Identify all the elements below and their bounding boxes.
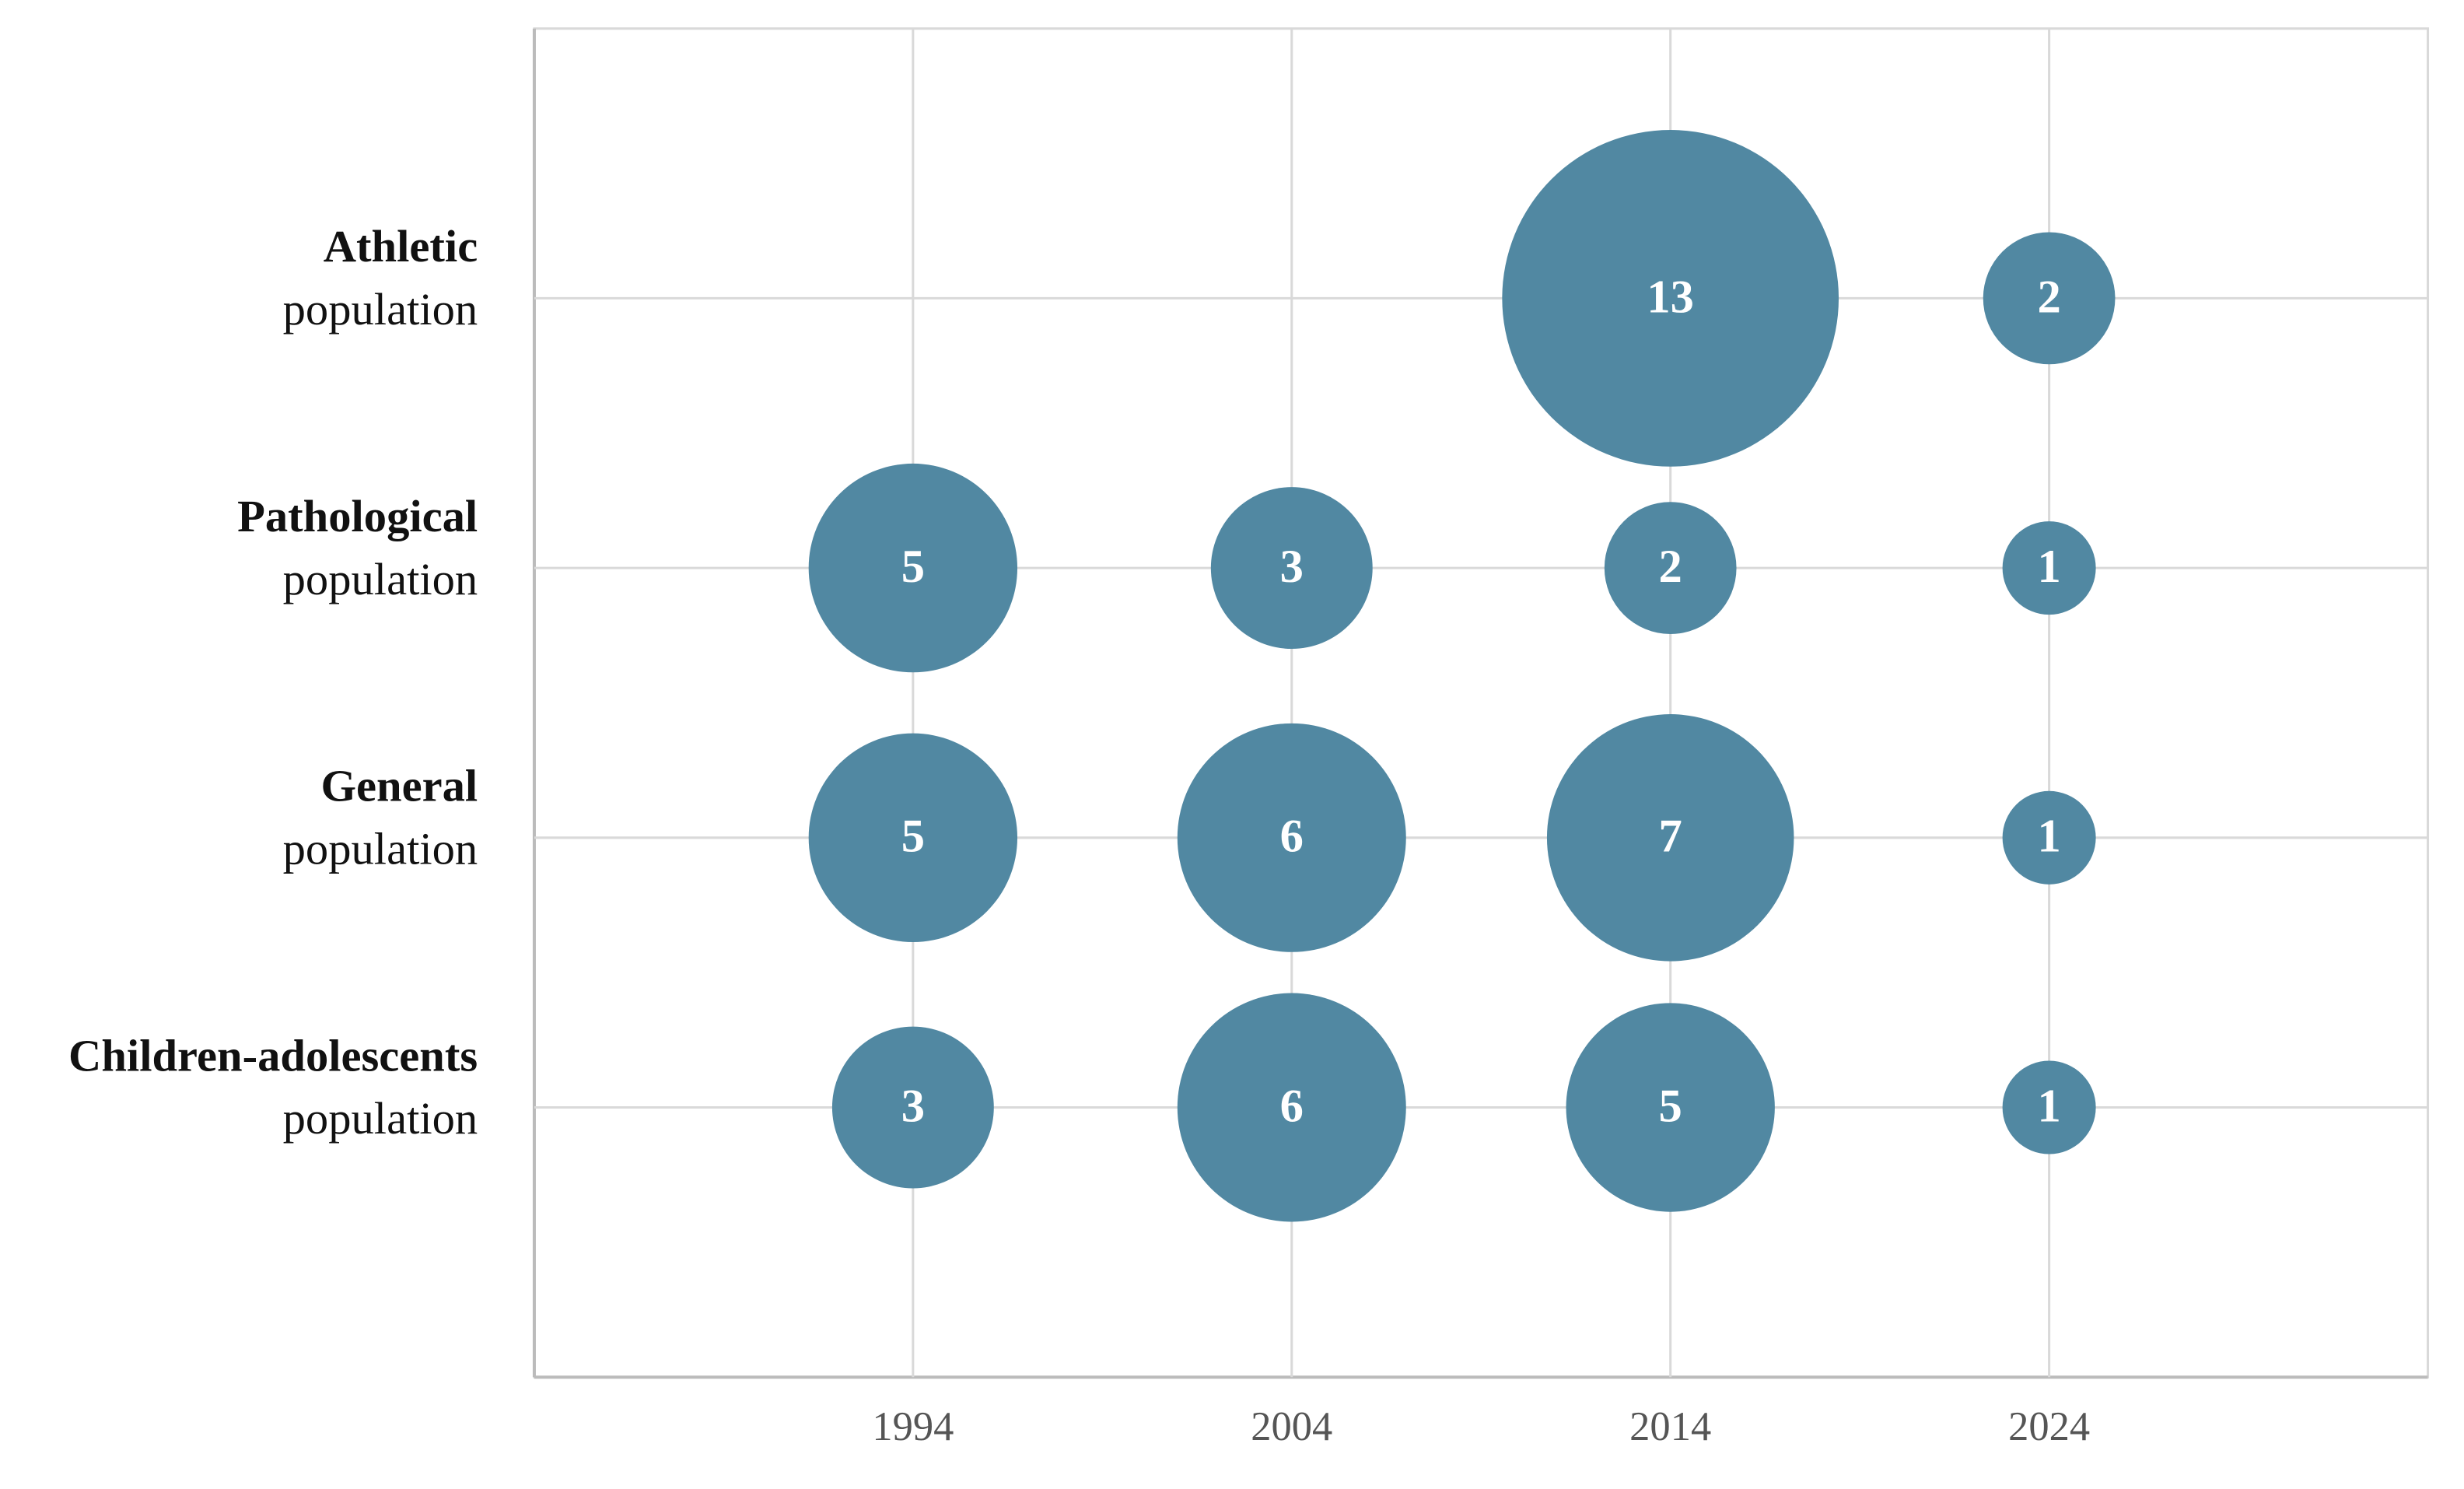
bubble [1177, 993, 1406, 1222]
y-category-label: population [283, 823, 478, 874]
bubble-label: 2 [1659, 541, 1682, 593]
y-category-label: Athletic [324, 221, 478, 272]
bubble [2002, 1060, 2096, 1154]
y-category-label: Pathological [237, 491, 478, 541]
bubble [1566, 1003, 1775, 1212]
bubble [1177, 723, 1406, 952]
bubble-label: 2 [2037, 271, 2060, 323]
bubble [1604, 502, 1737, 634]
y-category-label: population [283, 554, 478, 604]
bubble-label: 6 [1280, 1080, 1304, 1132]
x-tick-label: 2014 [1629, 1404, 1711, 1449]
bubble [1546, 714, 1794, 962]
bubble-label: 1 [2037, 541, 2060, 593]
bubble [831, 1026, 994, 1189]
bubble [1502, 130, 1839, 467]
y-category-label: population [283, 1093, 478, 1144]
y-category-label: population [283, 284, 478, 335]
x-tick-label: 1994 [872, 1404, 954, 1449]
y-category-label: Children-adolescents [68, 1030, 478, 1081]
bubble [1983, 232, 2116, 365]
x-tick-label: 2024 [2008, 1404, 2090, 1449]
y-category-label: General [320, 761, 478, 811]
bubble-label: 7 [1659, 811, 1682, 863]
bubble-label: 13 [1647, 271, 1694, 323]
bubble [808, 463, 1018, 673]
bubble-label: 1 [2037, 811, 2060, 863]
bubble [808, 733, 1018, 942]
bubble [2002, 521, 2096, 615]
bubble [1210, 487, 1373, 650]
bubble [2002, 790, 2096, 885]
bubble-label: 3 [901, 1080, 925, 1132]
bubble-label: 1 [2037, 1080, 2060, 1132]
bubble-label: 3 [1280, 541, 1304, 593]
bubble-label: 5 [901, 811, 925, 863]
bubble-label: 5 [1659, 1080, 1682, 1132]
bubble-label: 5 [901, 541, 925, 593]
plot-frame [533, 27, 2430, 1379]
x-tick-label: 2004 [1251, 1404, 1332, 1449]
bubble-label: 6 [1280, 811, 1304, 863]
